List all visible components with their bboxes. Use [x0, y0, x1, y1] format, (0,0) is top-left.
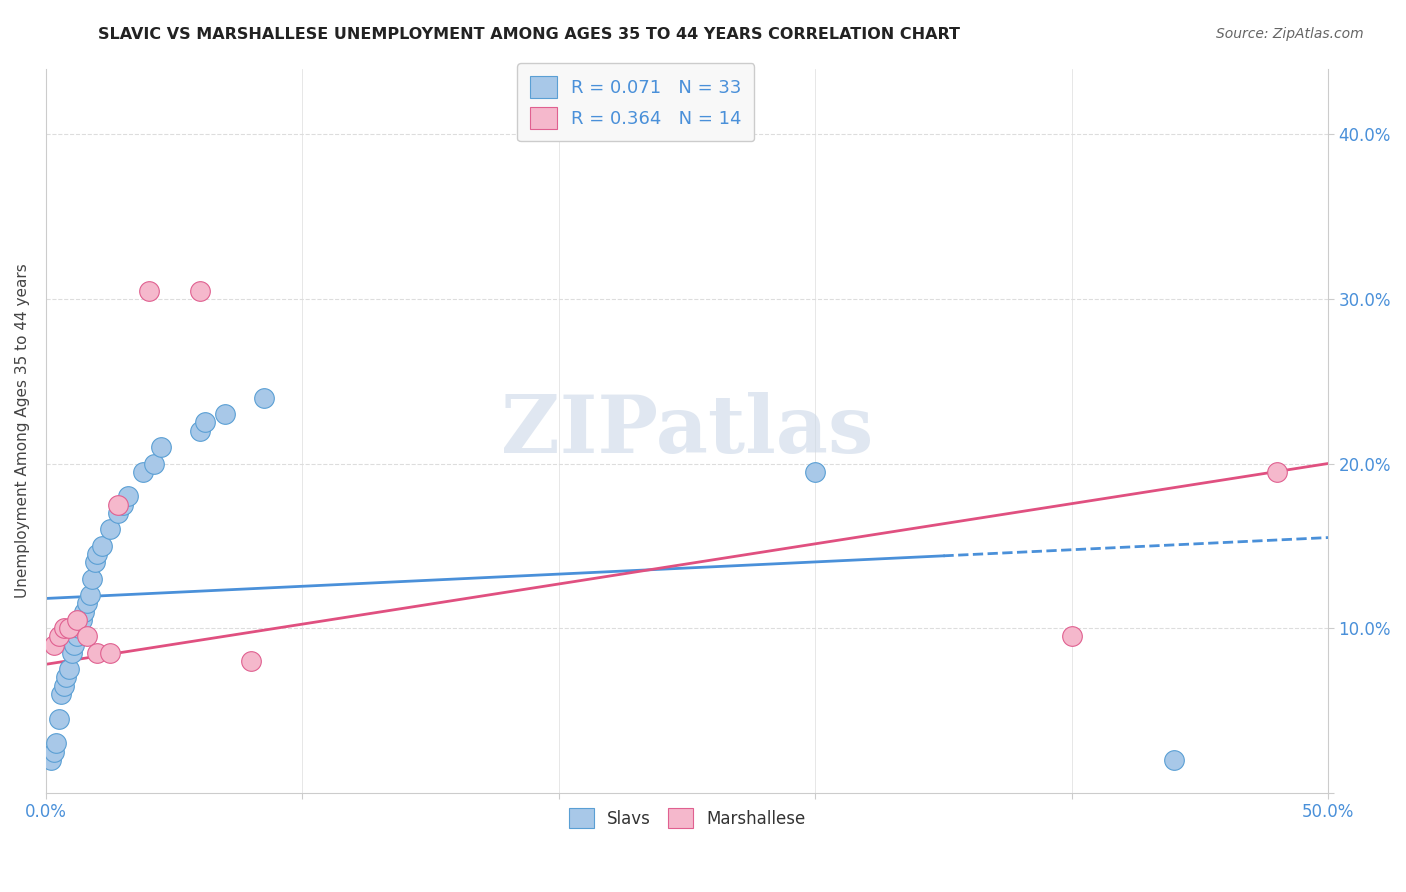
Point — [188, 424, 211, 438]
Legend: Slavs, Marshallese: Slavs, Marshallese — [562, 801, 811, 835]
Point — [45, 736, 67, 750]
Point — [1265, 465, 1288, 479]
Point — [117, 490, 139, 504]
Point — [98, 646, 121, 660]
Point — [142, 457, 165, 471]
Point — [86, 547, 108, 561]
Point — [188, 284, 211, 298]
Text: SLAVIC VS MARSHALLESE UNEMPLOYMENT AMONG AGES 35 TO 44 YEARS CORRELATION CHART: SLAVIC VS MARSHALLESE UNEMPLOYMENT AMONG… — [98, 27, 960, 42]
Point — [67, 621, 90, 635]
Point — [42, 745, 65, 759]
Point — [82, 572, 104, 586]
Point — [70, 613, 93, 627]
Point — [51, 687, 73, 701]
Y-axis label: Unemployment Among Ages 35 to 44 years: Unemployment Among Ages 35 to 44 years — [15, 263, 30, 598]
Point — [58, 621, 80, 635]
Point — [48, 712, 70, 726]
Point — [39, 753, 62, 767]
Point — [66, 613, 89, 627]
Point — [150, 440, 173, 454]
Point — [48, 629, 70, 643]
Point — [83, 555, 105, 569]
Point — [98, 522, 121, 536]
Point — [58, 662, 80, 676]
Point — [63, 638, 86, 652]
Point — [194, 415, 217, 429]
Point — [76, 629, 98, 643]
Point — [86, 646, 108, 660]
Point — [52, 679, 75, 693]
Point — [60, 646, 83, 660]
Point — [1060, 629, 1083, 643]
Point — [804, 465, 827, 479]
Point — [73, 605, 96, 619]
Point — [107, 498, 129, 512]
Point — [111, 498, 134, 512]
Point — [107, 506, 129, 520]
Point — [52, 621, 75, 635]
Text: ZIPatlas: ZIPatlas — [501, 392, 873, 469]
Point — [55, 670, 77, 684]
Text: Source: ZipAtlas.com: Source: ZipAtlas.com — [1216, 27, 1364, 41]
Point — [66, 629, 89, 643]
Point — [1163, 753, 1185, 767]
Point — [42, 638, 65, 652]
Point — [76, 596, 98, 610]
Point — [214, 407, 236, 421]
Point — [138, 284, 160, 298]
Point — [132, 465, 155, 479]
Point — [79, 588, 101, 602]
Point — [240, 654, 263, 668]
Point — [253, 391, 276, 405]
Point — [91, 539, 114, 553]
